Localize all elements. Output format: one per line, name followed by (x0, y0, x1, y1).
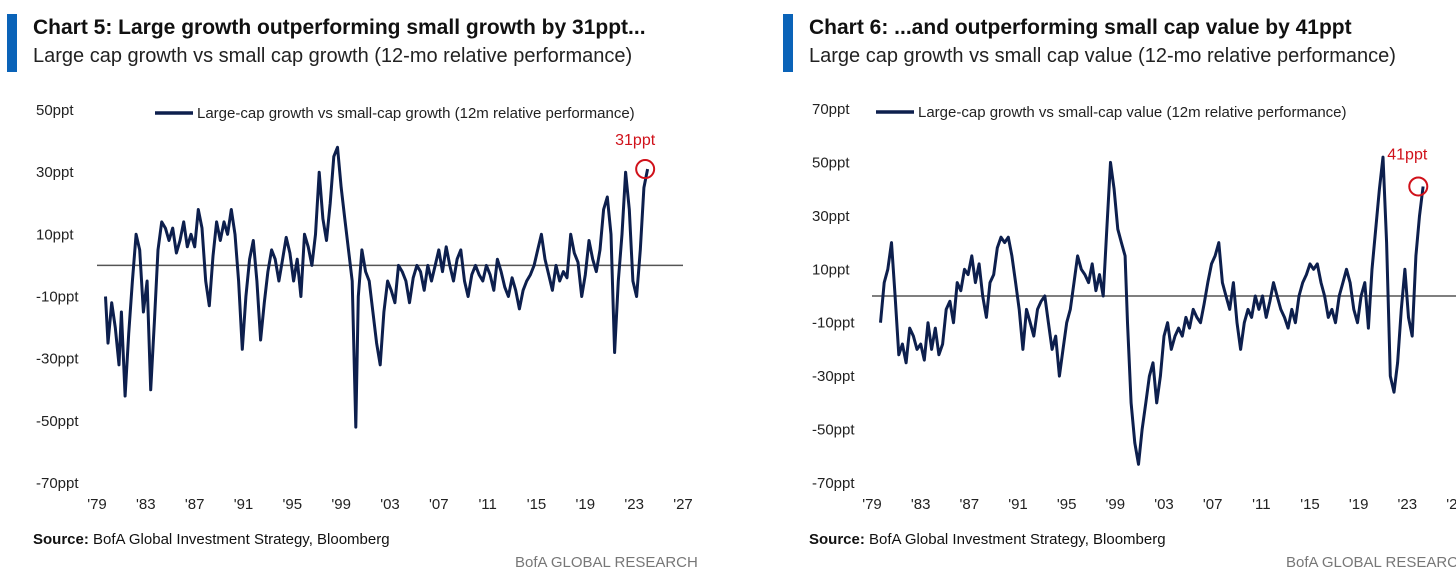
chart-title: Chart 5: Large growth outperforming smal… (33, 16, 646, 39)
x-tick-label: '23 (624, 496, 644, 513)
x-tick-label: '99 (331, 496, 351, 513)
highlight-circle (1408, 176, 1429, 197)
x-tick-label: '19 (1349, 496, 1369, 513)
chart-subtitle: Large cap growth vs small cap growth (12… (33, 45, 633, 67)
x-tick-label: '15 (1300, 496, 1320, 513)
x-tick-label: '19 (576, 496, 596, 513)
x-tick-label: '07 (429, 496, 449, 513)
x-tick-label: '03 (1154, 496, 1174, 513)
chart-panel-right: Chart 6: ...and outperforming small cap … (776, 0, 1456, 579)
y-tick-label: 10ppt (36, 226, 74, 243)
source-note: Source: BofA Global Investment Strategy,… (33, 531, 390, 548)
source-label: Source: (33, 531, 89, 548)
y-tick-label: 70ppt (812, 101, 850, 118)
x-tick-label: '91 (1008, 496, 1028, 513)
x-tick-label: '23 (1398, 496, 1418, 513)
source-label: Source: (809, 531, 865, 548)
title-accent-bar (7, 14, 17, 72)
y-tick-label: -70ppt (812, 475, 855, 492)
x-tick-label: '11 (1252, 496, 1270, 513)
series-line (104, 145, 650, 429)
chart-title: Chart 6: ...and outperforming small cap … (809, 16, 1352, 39)
source-note: Source: BofA Global Investment Strategy,… (809, 531, 1166, 548)
legend-label: Large-cap growth vs small-cap growth (12… (197, 105, 635, 122)
y-tick-label: 30ppt (36, 164, 74, 181)
y-tick-label: 50ppt (36, 102, 74, 119)
line-chart: 50ppt 30ppt 10ppt -10ppt -30ppt -50ppt -70ppt '… (36, 102, 693, 513)
highlight-circle (635, 159, 656, 180)
series-line (879, 155, 1425, 466)
x-tick-label: '79 (862, 496, 882, 513)
y-tick-label: -10ppt (36, 289, 79, 306)
chart-panel-left: Chart 5: Large growth outperforming smal… (0, 0, 700, 579)
y-tick-label: -50ppt (812, 422, 855, 439)
annotation-label: 31ppt (615, 132, 656, 149)
y-tick-label: -30ppt (36, 351, 79, 368)
x-tick-label: '07 (1203, 496, 1223, 513)
title-accent-bar (783, 14, 793, 72)
line-chart: 70ppt 50ppt 30ppt 10ppt -10ppt -30ppt -50ppt -7… (812, 101, 1456, 513)
x-tick-label: '79 (87, 496, 107, 513)
y-tick-label: 50ppt (812, 154, 850, 171)
y-tick-label: 10ppt (812, 261, 850, 278)
x-tick-label: '15 (527, 496, 547, 513)
x-tick-label: '27 (673, 496, 693, 513)
y-tick-label: 30ppt (812, 208, 850, 225)
source-text: BofA Global Investment Strategy, Bloombe… (88, 531, 390, 548)
annotation-label: 41ppt (1387, 146, 1428, 163)
x-tick-label: '87 (185, 496, 205, 513)
x-tick-label: '03 (380, 496, 400, 513)
x-tick-label: '27 (1446, 496, 1456, 513)
x-tick-label: '87 (960, 496, 980, 513)
y-tick-label: -50ppt (36, 413, 79, 430)
source-text: BofA Global Investment Strategy, Bloombe… (864, 531, 1166, 548)
x-tick-label: '83 (911, 496, 931, 513)
x-tick-label: '91 (234, 496, 254, 513)
y-tick-label: -10ppt (812, 315, 855, 332)
x-tick-label: '95 (283, 496, 303, 513)
brand-footer: BofA GLOBAL RESEARCH (515, 554, 698, 571)
chart-subtitle: Large cap growth vs small cap value (12-… (809, 45, 1396, 67)
legend-label: Large-cap growth vs small-cap value (12m… (918, 104, 1347, 121)
x-tick-label: '99 (1106, 496, 1126, 513)
x-tick-label: '11 (478, 496, 496, 513)
y-tick-label: -70ppt (36, 475, 79, 492)
x-tick-label: '83 (136, 496, 156, 513)
y-tick-label: -30ppt (812, 368, 855, 385)
brand-footer: BofA GLOBAL RESEARCH (1286, 554, 1456, 571)
x-tick-label: '95 (1057, 496, 1077, 513)
